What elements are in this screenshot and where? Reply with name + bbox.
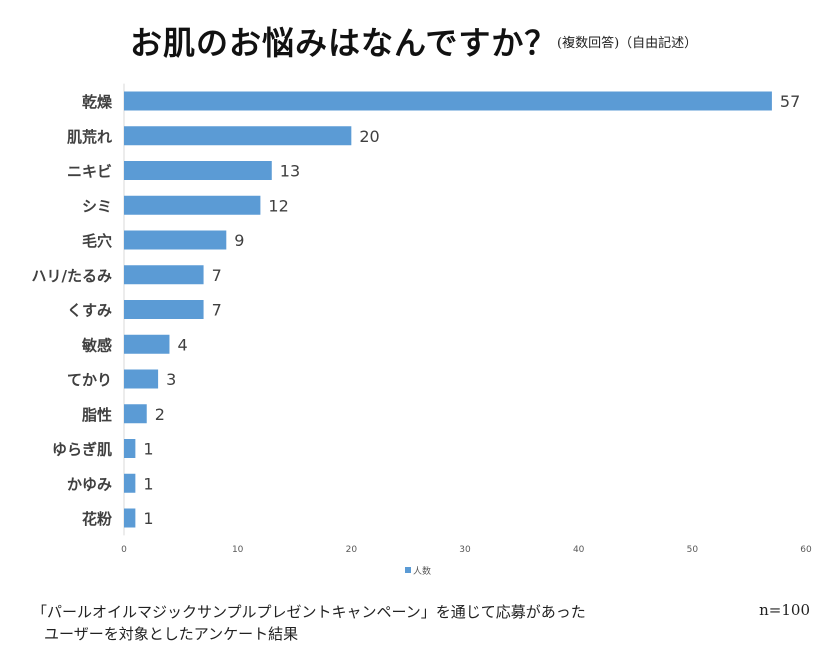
category-label: ハリ/たるみ xyxy=(32,267,112,285)
category-label: てかり xyxy=(67,371,112,389)
data-label: 7 xyxy=(212,301,222,320)
category-label: ゆらぎ肌 xyxy=(52,441,112,459)
data-label: 12 xyxy=(268,196,288,215)
data-label: 9 xyxy=(234,231,244,250)
x-tick-label: 10 xyxy=(232,545,244,555)
data-label: 2 xyxy=(155,405,165,424)
chart-title: お肌のお悩みはなんですか？ xyxy=(130,24,558,62)
chart-subtitle: (複数回答)（自由記述） xyxy=(557,36,698,51)
data-label: 1 xyxy=(143,509,153,528)
bar xyxy=(124,473,136,493)
bar xyxy=(124,230,227,250)
x-tick-label: 20 xyxy=(346,545,358,555)
bar xyxy=(124,91,772,111)
legend-swatch xyxy=(405,567,411,573)
category-label: かゆみ xyxy=(67,475,112,493)
category-label: 毛穴 xyxy=(82,232,112,250)
category-label: 花粉 xyxy=(82,510,112,528)
chart-header: お肌のお悩みはなんですか？ (複数回答)（自由記述） xyxy=(0,14,840,64)
survey-note: 「パールオイルマジックサンプルプレゼントキャンペーン」を通じて応募があった ユー… xyxy=(32,601,586,645)
category-label: 乾燥 xyxy=(82,93,113,111)
bar xyxy=(124,439,136,458)
x-tick-label: 50 xyxy=(687,545,699,555)
x-tick-label: 0 xyxy=(121,545,127,555)
x-tick-label: 40 xyxy=(573,545,585,555)
bar xyxy=(124,508,136,528)
bar xyxy=(124,195,261,215)
bar xyxy=(124,334,170,354)
bar xyxy=(124,404,147,424)
x-tick-label: 60 xyxy=(800,545,812,555)
bar xyxy=(124,126,352,146)
data-label: 3 xyxy=(166,370,176,389)
data-label: 7 xyxy=(212,266,222,285)
category-label: 敏感 xyxy=(81,336,112,354)
category-label: シミ xyxy=(82,197,112,215)
data-label: 20 xyxy=(359,127,379,146)
data-label: 13 xyxy=(280,162,300,181)
survey-note-line-2: ユーザーを対象としたアンケート結果 xyxy=(44,625,299,643)
data-label: 57 xyxy=(780,92,800,111)
category-label: くすみ xyxy=(67,302,112,320)
sample-size: n=100 xyxy=(759,601,810,619)
category-label: ニキビ xyxy=(67,163,112,181)
bar xyxy=(124,300,204,319)
x-tick-label: 30 xyxy=(459,545,471,555)
legend-label: 人数 xyxy=(413,565,431,577)
data-label: 4 xyxy=(177,335,187,354)
data-label: 1 xyxy=(143,440,153,459)
category-label: 脂性 xyxy=(82,406,112,424)
bar xyxy=(124,265,204,285)
data-label: 1 xyxy=(143,474,153,493)
category-label: 肌荒れ xyxy=(67,128,112,146)
survey-note-line-1: 「パールオイルマジックサンプルプレゼントキャンペーン」を通じて応募があった xyxy=(32,603,586,621)
bar xyxy=(124,369,159,389)
bar xyxy=(124,161,272,180)
